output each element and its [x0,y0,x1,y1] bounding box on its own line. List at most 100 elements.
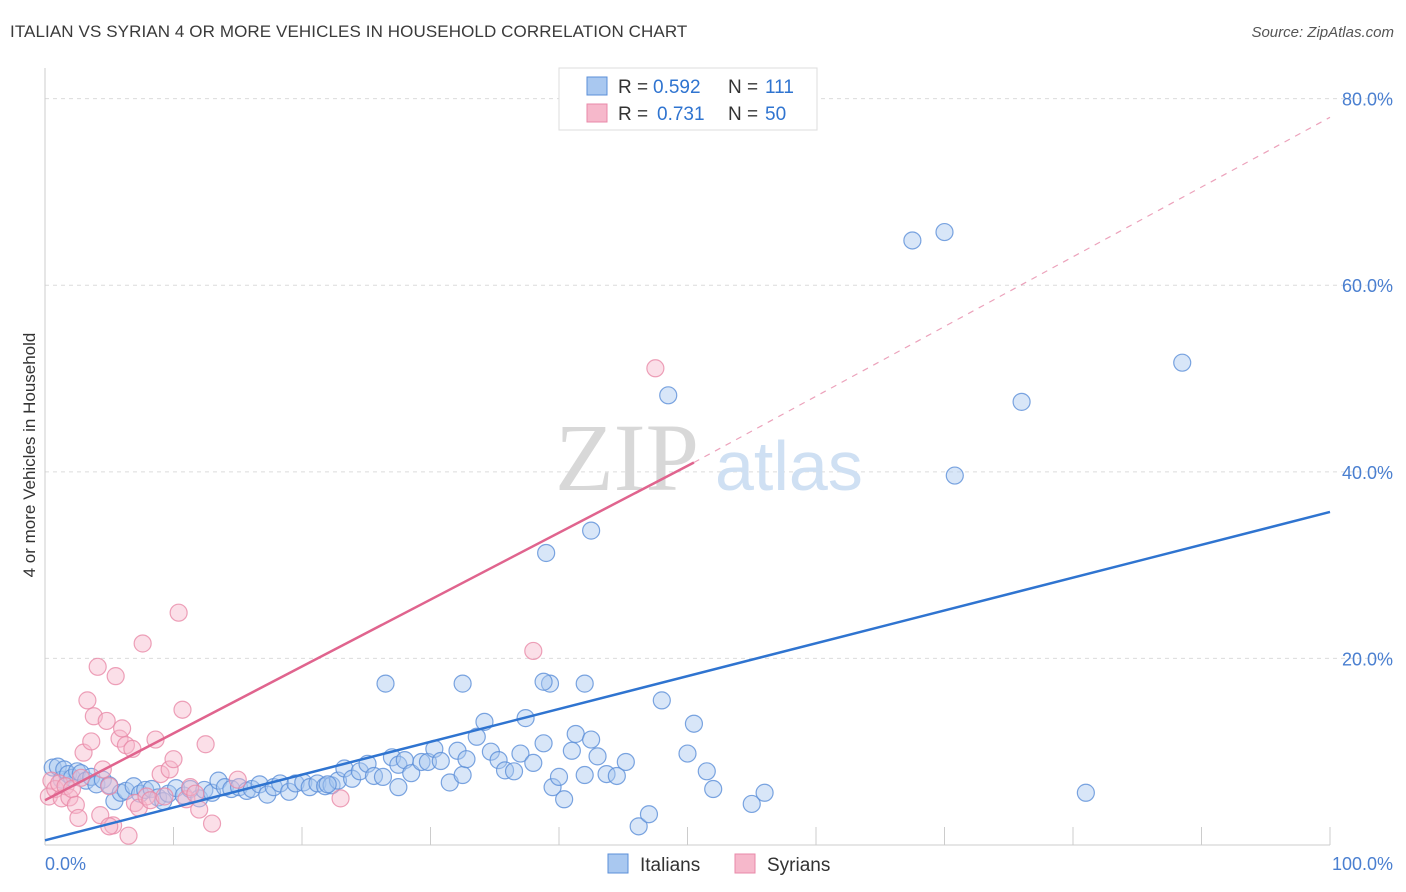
gridlines [45,98,1392,659]
italians-point [935,222,954,242]
legend-swatch-italians [586,76,608,96]
italians-point [534,734,553,753]
italians-point [537,543,556,563]
legend-r-label-2: R = [618,104,648,125]
syrians-trend-line [44,461,695,802]
x-tick-label: 0.0% [45,854,86,874]
syrians-point [196,735,215,754]
italians-point [697,762,716,781]
watermark-zip: ZIP [555,404,699,511]
legend-n-label-1: N = [728,77,758,98]
syrians-point [97,711,116,731]
italians-trend-line [44,510,1331,842]
legend-n-value-2: 50 [765,104,786,125]
italians-point [575,674,594,693]
italians-point [575,765,594,785]
syrians-point [88,657,107,676]
italians-point [318,775,337,794]
syrians-point [173,700,192,719]
italians-point [684,714,704,733]
syrians-point [169,603,188,622]
syrians-point [151,764,170,784]
syrians-point [141,791,160,810]
y-tick-label: 80.0% [1342,90,1393,110]
syrians-point [112,719,132,738]
source-credit: Source: ZipAtlas.com [1251,24,1394,41]
italians-point [1173,353,1192,372]
legend-r-value-1: 0.592 [653,77,701,98]
italians-point [453,674,472,693]
bottom-legend-italians: Italians [640,855,700,876]
italians-point [1012,392,1031,411]
syrians-point [82,732,101,751]
italians-point [467,727,486,746]
italians-point [402,764,421,783]
italians-point [562,741,581,760]
bottom-legend-syrians: Syrians [767,855,830,876]
syrians-point [106,667,125,686]
syrians-point [524,641,543,661]
legend: R = 0.592 N = 111 R = 0.731 N = 50 [558,67,818,131]
italians-point [616,752,635,772]
watermark-atlas: atlas [715,427,863,505]
italians-point [511,744,530,763]
italians-point [373,767,393,786]
italians-point [659,386,678,405]
legend-n-value-1: 111 [765,77,794,98]
italians-point [543,778,562,797]
syrians-point [100,777,119,796]
italians-point [582,521,601,540]
bottom-legend-swatch-syrians [734,853,756,874]
italians-point [343,769,362,788]
y-tick-label: 40.0% [1342,463,1393,483]
syrians-point [69,808,88,828]
italians-point [258,785,277,804]
italians-point [412,752,431,772]
italians-point [389,778,408,797]
italians-point [678,744,697,763]
syrians-point [160,760,179,779]
legend-swatch-syrians [586,103,608,123]
legend-r-value-2: 0.731 [657,104,705,125]
italians-point [652,691,671,710]
italians-point [704,779,723,799]
italians-point [43,758,62,777]
italians-point [582,730,601,749]
syrians-point [155,787,174,806]
italians-point [540,674,560,693]
italians-point [286,774,305,793]
watermark: ZIP atlas [555,404,863,511]
legend-r-label-1: R = [618,77,648,98]
series-italians [43,222,1192,836]
italians-point [209,771,228,790]
legend-n-label-2: N = [728,104,758,125]
italians-point [555,790,574,809]
syrians-point [202,814,222,833]
y-axis-label: 4 or more Vehicles in Household [20,333,39,578]
italians-point [350,762,369,781]
syrians-point [133,634,152,653]
italians-point [629,817,648,836]
italians-point [588,747,607,766]
italians-point [1076,783,1095,802]
x-tick-label: 100.0% [1332,854,1393,874]
y-tick-label: 60.0% [1342,276,1393,296]
syrians-point [228,770,247,789]
bottom-legend-swatch-italians [607,853,629,874]
syrians-trend-extension [693,116,1331,464]
bottom-legend: Italians Syrians [607,853,830,876]
italians-point [549,767,569,786]
syrians-point [646,359,665,378]
italians-point [903,231,922,250]
syrians-point [164,750,183,769]
chart-title: ITALIAN VS SYRIAN 4 OR MORE VEHICLES IN … [10,22,688,41]
italians-point [431,751,450,771]
axes: 20.0% 40.0% 60.0% 80.0% 0.0% 100.0% [44,68,1393,874]
trend-lines [44,116,1331,842]
syrians-point [119,826,138,845]
italians-point [566,724,585,744]
italians-point [489,751,508,770]
syrians-point [78,691,97,710]
italians-point [524,753,543,773]
